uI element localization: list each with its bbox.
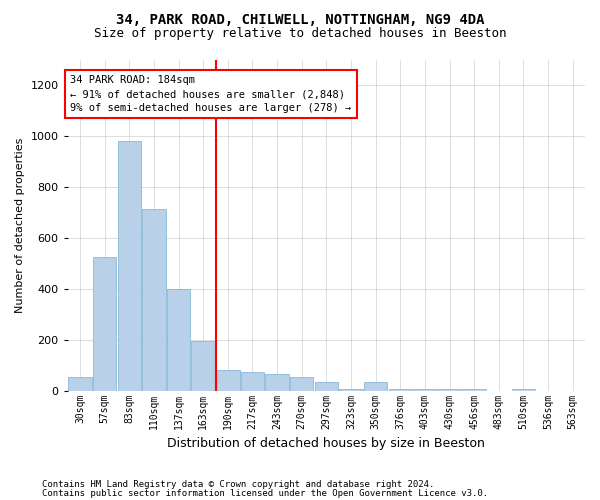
Bar — [290, 376, 313, 390]
Bar — [364, 382, 388, 390]
Text: Size of property relative to detached houses in Beeston: Size of property relative to detached ho… — [94, 28, 506, 40]
Bar — [216, 370, 239, 390]
Y-axis label: Number of detached properties: Number of detached properties — [15, 138, 25, 313]
Bar — [241, 372, 264, 390]
Bar — [142, 209, 166, 390]
Bar — [68, 376, 92, 390]
Bar — [118, 142, 141, 390]
Text: Contains public sector information licensed under the Open Government Licence v3: Contains public sector information licen… — [42, 490, 488, 498]
Bar — [191, 341, 215, 390]
Bar — [167, 289, 190, 390]
X-axis label: Distribution of detached houses by size in Beeston: Distribution of detached houses by size … — [167, 437, 485, 450]
Text: 34 PARK ROAD: 184sqm
← 91% of detached houses are smaller (2,848)
9% of semi-det: 34 PARK ROAD: 184sqm ← 91% of detached h… — [70, 76, 352, 114]
Bar — [265, 374, 289, 390]
Bar — [93, 257, 116, 390]
Text: Contains HM Land Registry data © Crown copyright and database right 2024.: Contains HM Land Registry data © Crown c… — [42, 480, 434, 489]
Bar — [314, 382, 338, 390]
Text: 34, PARK ROAD, CHILWELL, NOTTINGHAM, NG9 4DA: 34, PARK ROAD, CHILWELL, NOTTINGHAM, NG9… — [116, 12, 484, 26]
